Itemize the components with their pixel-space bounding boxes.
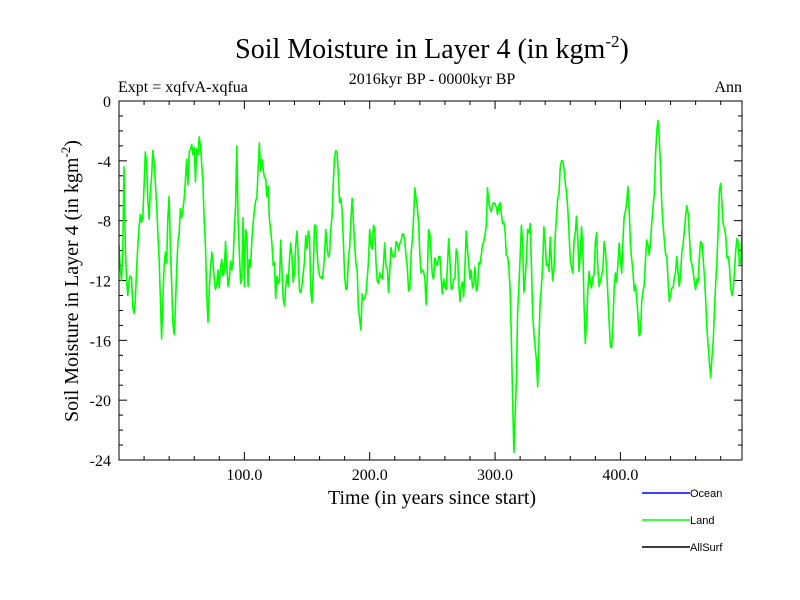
x-tick-label: 100.0 [226, 467, 262, 484]
y-tick-label: -4 [98, 154, 111, 171]
x-tick-labels: 100.0 200.0 300.0 400.0 [226, 467, 638, 484]
y-tick-label: -16 [90, 333, 111, 350]
legend-label-allsurf: AllSurf [690, 542, 723, 554]
y-tick-label: -8 [98, 214, 111, 231]
y-tick-labels: 0 -4 -8 -12 -16 -20 -24 [90, 94, 111, 470]
legend: Ocean Land AllSurf [642, 488, 723, 554]
y-tick-label: -24 [90, 453, 111, 470]
legend-label-land: Land [690, 515, 714, 527]
experiment-label: Expt = xqfvA-xqfua [118, 79, 248, 96]
chart-title: Soil Moisture in Layer 4 (in kgm-2) [235, 32, 629, 65]
y-axis-label: Soil Moisture in Layer 4 (in kgm-2) [58, 140, 83, 422]
y-tick-label: -12 [90, 274, 111, 291]
x-tick-label: 200.0 [352, 467, 388, 484]
axis-ticks [119, 100, 742, 461]
series-line-land [119, 119, 742, 454]
x-tick-label: 400.0 [602, 467, 638, 484]
season-label: Ann [714, 79, 742, 96]
x-axis-label: Time (in years since start) [328, 487, 536, 509]
x-tick-label: 300.0 [477, 467, 513, 484]
chart-subtitle: 2016kyr BP - 0000kyr BP [349, 71, 516, 88]
legend-label-ocean: Ocean [690, 488, 722, 500]
y-tick-label: 0 [103, 94, 111, 111]
plot-frame [118, 100, 743, 461]
title-block: Soil Moisture in Layer 4 (in kgm-2) 2016… [118, 32, 742, 96]
y-tick-label: -20 [90, 393, 111, 410]
